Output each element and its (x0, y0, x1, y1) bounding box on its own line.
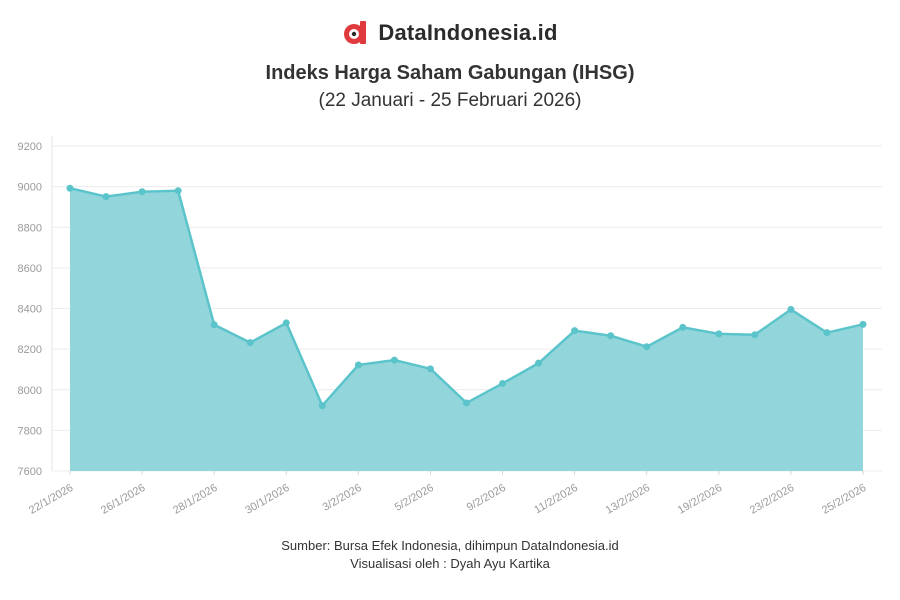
y-tick-label: 8400 (18, 304, 42, 316)
data-point (571, 327, 579, 335)
y-tick-label: 8000 (18, 385, 42, 397)
x-tick-label: 9/2/2026 (465, 482, 508, 514)
x-tick-label: 3/2/2026 (321, 482, 364, 514)
data-point (535, 359, 543, 367)
y-tick-label: 8800 (18, 222, 42, 234)
data-point (463, 399, 470, 407)
x-tick-label: 11/2/2026 (532, 482, 580, 516)
x-tick-label: 28/1/2026 (171, 482, 219, 517)
chart-subtitle: (22 Januari - 25 Februari 2026) (318, 90, 582, 111)
chart-title: Indeks Harga Saham Gabungan (IHSG) (265, 62, 635, 84)
y-tick-label: 8200 (18, 344, 42, 356)
y-tick-label: 7600 (18, 466, 42, 478)
data-point (318, 402, 326, 410)
data-point (859, 320, 867, 328)
x-tick-label: 22/1/2026 (27, 482, 75, 517)
data-point (751, 331, 759, 339)
x-tick-label: 26/1/2026 (99, 482, 147, 517)
y-tick-label: 9000 (18, 182, 42, 194)
data-point (66, 184, 74, 192)
data-point (679, 323, 687, 331)
y-tick-label: 8600 (18, 263, 42, 275)
data-point (246, 339, 254, 347)
data-point (787, 306, 795, 314)
x-tick-label: 13/2/2026 (604, 482, 652, 517)
data-point (174, 187, 182, 195)
data-point (354, 361, 362, 369)
brand-name: DataIndonesia.id (378, 20, 558, 45)
x-tick-label: 30/1/2026 (243, 482, 291, 517)
data-point (138, 188, 146, 196)
data-point (715, 330, 723, 338)
data-point (210, 321, 218, 329)
y-tick-label: 7800 (18, 425, 42, 437)
data-point (102, 193, 110, 201)
x-tick-label: 19/2/2026 (676, 482, 724, 517)
brand-header: DataIndonesia.id (0, 20, 900, 46)
data-point (390, 356, 398, 364)
area-fill (70, 188, 863, 471)
data-point (823, 329, 831, 337)
data-point (607, 332, 615, 340)
data-point (282, 319, 290, 327)
source-note: Sumber: Bursa Efek Indonesia, dihimpun D… (281, 538, 619, 553)
x-tick-label: 23/2/2026 (748, 482, 796, 517)
data-point (643, 343, 651, 351)
data-point (499, 379, 507, 387)
x-tick-label: 5/2/2026 (393, 482, 436, 514)
y-tick-label: 9200 (18, 141, 42, 153)
x-tick-label: 25/2/2026 (820, 482, 868, 517)
dataindonesia-logo-icon (344, 21, 367, 44)
credit-note: Visualisasi oleh : Dyah Ayu Kartika (350, 556, 550, 571)
data-point (426, 365, 434, 373)
